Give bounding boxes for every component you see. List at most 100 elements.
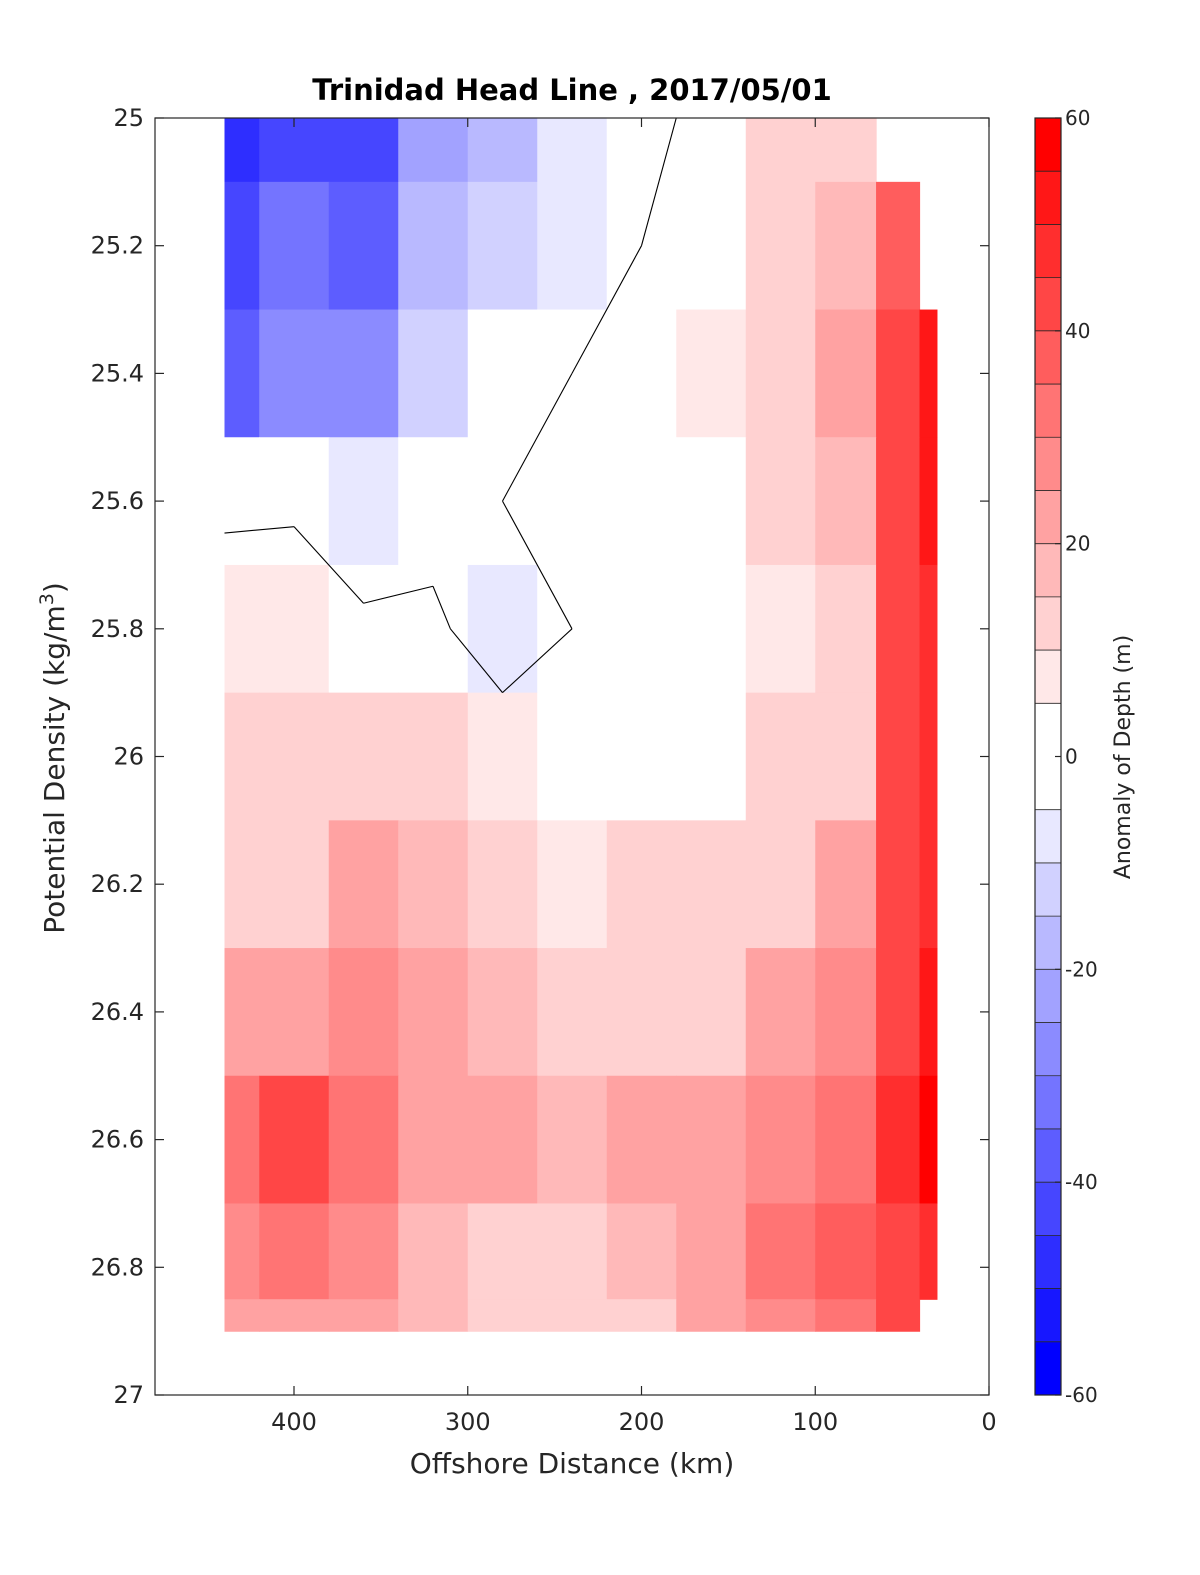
contour-cell	[224, 820, 260, 949]
contour-cell	[537, 948, 608, 1077]
contour-cell	[398, 948, 469, 1077]
contour-cell	[259, 1075, 330, 1205]
zero-contour-segment	[502, 628, 573, 694]
contour-cell	[676, 1299, 747, 1332]
y-tick-label: 26.4	[91, 998, 144, 1026]
zero-contour-segment	[363, 585, 434, 604]
contour-cell	[919, 309, 938, 438]
colorbar-tick-label: 60	[1065, 106, 1090, 130]
contour-cell	[398, 564, 469, 694]
x-tick-label: 400	[271, 1408, 317, 1436]
colorbar-band	[1035, 224, 1061, 279]
contour-cell	[537, 1075, 608, 1205]
colorbar-band	[1035, 490, 1061, 545]
colorbar-tick-label: 0	[1065, 745, 1078, 769]
colorbar-band	[1035, 1022, 1061, 1077]
contour-cell	[606, 564, 677, 694]
contour-cell	[328, 1075, 399, 1205]
contour-cell	[676, 1075, 747, 1205]
contour-cell	[398, 118, 469, 183]
contour-cell	[815, 820, 877, 949]
y-tick-label: 27	[113, 1381, 144, 1409]
colorbar-band	[1035, 437, 1061, 491]
contour-cell	[328, 1299, 399, 1332]
colorbar-band	[1035, 969, 1061, 1024]
colorbar-band	[1035, 1182, 1061, 1236]
contour-cell	[328, 118, 399, 183]
contour-cell	[919, 1075, 938, 1205]
colorbar-band	[1035, 1075, 1061, 1130]
contour-cell	[467, 1075, 538, 1205]
contour-cell	[676, 437, 747, 566]
colorbar-band	[1035, 277, 1061, 332]
y-tick-label: 25.6	[91, 487, 144, 515]
colorbar-tick-label: -40	[1065, 1170, 1098, 1194]
colorbar-band	[1035, 384, 1061, 438]
zero-contour-segment	[571, 245, 642, 374]
contour-cell	[328, 948, 399, 1077]
colorbar-band	[1035, 650, 1061, 704]
contour-cell	[815, 181, 877, 311]
colorbar-band	[1035, 916, 1061, 970]
contour-cell	[398, 181, 469, 311]
contour-cell	[259, 692, 330, 821]
contour-cell	[919, 948, 938, 1077]
contour-cell	[328, 692, 399, 821]
contour-cell	[745, 1299, 816, 1332]
y-tick-label: 26	[113, 743, 144, 771]
contour-cell	[259, 1203, 330, 1300]
contour-cell	[745, 1203, 816, 1300]
contour-cell	[745, 181, 816, 311]
contour-cell	[815, 1203, 877, 1300]
contour-cell	[259, 948, 330, 1077]
contour-cell	[328, 181, 399, 311]
contour-cell	[676, 948, 747, 1077]
contour-cell	[745, 564, 816, 694]
contour-cell	[815, 1299, 877, 1332]
contour-cell	[606, 948, 677, 1077]
contour-cell	[676, 564, 747, 694]
contour-cell	[606, 820, 677, 949]
contour-cell	[606, 309, 677, 438]
contour-cell	[537, 820, 608, 949]
y-axis-label-close: )	[38, 582, 71, 593]
contour-cell	[876, 1075, 921, 1205]
y-tick-label: 26.2	[91, 870, 144, 898]
y-tick-label: 25.4	[91, 359, 144, 387]
contour-cell	[745, 118, 816, 183]
y-axis-label-main: Potential Density (kg/m	[38, 605, 71, 934]
zero-contour-segment	[640, 117, 677, 246]
contour-cell	[537, 1203, 608, 1300]
colorbar-band	[1035, 596, 1061, 651]
contour-cell	[876, 1299, 921, 1332]
contour-cell	[745, 820, 816, 949]
contour-cell	[606, 1203, 677, 1300]
contour-cell	[537, 181, 608, 311]
contour-cell	[815, 564, 877, 694]
contour-cell	[606, 118, 677, 183]
colorbar-tick-label: 20	[1065, 532, 1090, 556]
contour-cell	[745, 309, 816, 438]
axis-ticks: 400 300 200 100 0 25 25.2 25.4 25.6 25.8 26 26.2 26.…	[91, 104, 997, 1436]
contour-cell	[676, 118, 747, 183]
contour-cell	[398, 1075, 469, 1205]
contour-cell	[919, 564, 938, 694]
contour-cell	[224, 181, 260, 311]
colorbar-band	[1035, 862, 1061, 917]
contour-cell	[876, 437, 921, 566]
contour-cell	[467, 948, 538, 1077]
contour-cell	[259, 309, 330, 438]
contour-cell	[676, 692, 747, 821]
contour-cell	[606, 692, 677, 821]
colorbar-label: Anomaly of Depth (m)	[1111, 635, 1136, 879]
contour-cell	[224, 1203, 260, 1300]
contour-cell	[224, 437, 260, 566]
colorbar: 60 40 20 0 -20 -40 -60	[1034, 106, 1098, 1407]
colorbar-tick-label: -60	[1065, 1383, 1098, 1407]
zero-contour-segment	[293, 526, 364, 604]
contour-cell	[259, 118, 330, 183]
contour-cell	[328, 309, 399, 438]
x-tick-label: 0	[981, 1408, 996, 1436]
contour-cell	[328, 1203, 399, 1300]
